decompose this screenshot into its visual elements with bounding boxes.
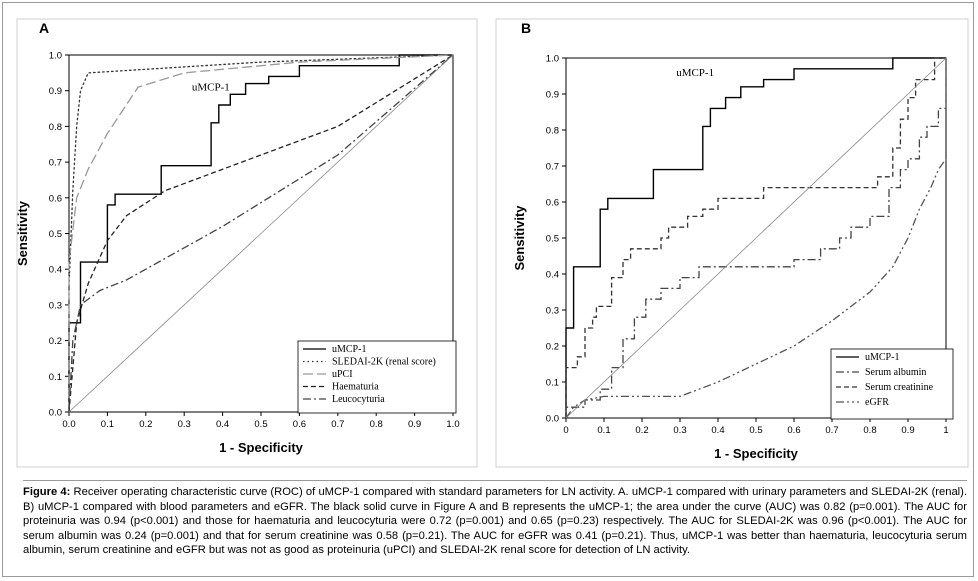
y-tick-label: 0.7 (546, 162, 559, 173)
legend-label: uMCP-1 (332, 344, 366, 355)
x-tick-label: 0.8 (370, 419, 383, 430)
y-tick-label: 0.4 (546, 270, 559, 281)
series-egfr (565, 158, 947, 419)
x-tick-label: 0 (563, 425, 568, 436)
y-tick-label: 0.2 (546, 342, 559, 353)
y-axis-label: Sensitivity (15, 200, 30, 266)
y-tick-label: 0.5 (49, 229, 62, 240)
x-tick-label: 0.1 (597, 425, 610, 436)
y-tick-label: 0.4 (49, 265, 62, 276)
legend-label: uPCI (332, 369, 353, 380)
x-tick-label: 0.4 (216, 419, 229, 430)
series-umcp-1 (565, 57, 946, 418)
x-tick-label: 0.3 (673, 425, 686, 436)
series-upci (68, 54, 454, 412)
panel-letter: A (39, 20, 49, 36)
caption-text: Receiver operating characteristic curve … (23, 486, 967, 557)
x-tick-label: 0.5 (749, 425, 762, 436)
x-tick-label: 0.9 (901, 425, 914, 436)
series-serum-albumin (565, 58, 947, 418)
x-tick-label: 0.2 (139, 419, 152, 430)
x-tick-label: 0.5 (254, 419, 267, 430)
legend-label: Leucocyturia (332, 394, 385, 405)
series-leucocyturia (68, 54, 454, 413)
y-tick-label: 1.0 (49, 51, 62, 62)
x-axis-label: 1 - Specificity (219, 440, 304, 455)
legend-label: Serum creatinine (865, 382, 934, 393)
x-tick-label: 0.3 (178, 419, 191, 430)
x-tick-label: 0.2 (635, 425, 648, 436)
y-tick-label: 0.8 (49, 122, 62, 133)
figure-caption: Figure 4: Receiver operating characteris… (23, 480, 967, 558)
chart-panel-b: B 0 0.1 0.2 0.3 0.4 0.5 0.6 0.7 0.8 0.9 1 0.0 0.1 0.2 0… (495, 18, 969, 468)
caption-label: Figure 4: (23, 486, 71, 498)
y-tick-label: 0.1 (546, 378, 559, 389)
legend-box (830, 348, 954, 420)
x-tick-label: 0.4 (711, 425, 724, 436)
y-axis-label: Sensitivity (512, 205, 527, 271)
series-serum-creatinine (565, 57, 946, 418)
figure-charts: A 0.0 0.1 0.2 0.3 0.4 0.5 0.6 0.7 0.8 0.9 1.0 0.0 0.1… (15, 18, 969, 468)
legend-label: Haematuria (332, 382, 379, 393)
x-tick-label: 0.7 (331, 419, 344, 430)
curve-annotation: uMCP-1 (192, 82, 230, 94)
y-tick-label: 0.0 (49, 408, 62, 419)
x-tick-label: 0.8 (863, 425, 876, 436)
y-tick-label: 0.8 (546, 126, 559, 137)
reference-line (68, 54, 454, 413)
x-tick-label: 0.6 (293, 419, 306, 430)
legend-label: SLEDAI-2K (renal score) (332, 357, 436, 368)
y-tick-label: 0.3 (546, 306, 559, 317)
legend-label: uMCP-1 (865, 352, 899, 363)
series-umcp-1 (68, 54, 453, 412)
y-tick-label: 0.9 (49, 86, 62, 97)
y-tick-label: 0.3 (49, 300, 62, 311)
y-tick-label: 0.7 (49, 158, 62, 169)
legend-label: Serum albumin (865, 367, 926, 378)
x-tick-label: 0.0 (62, 419, 75, 430)
y-tick-label: 0.6 (546, 198, 559, 209)
panel-letter: B (521, 20, 531, 36)
x-tick-label: 0.9 (408, 419, 421, 430)
reference-line (565, 57, 947, 419)
y-tick-label: 0.9 (546, 90, 559, 101)
curve-annotation: uMCP-1 (676, 67, 714, 79)
x-tick-label: 0.1 (101, 419, 114, 430)
legend: uMCP-1 SLEDAI-2K (renal score)uPCI Haematu… (297, 340, 457, 414)
y-tick-label: 0.6 (49, 193, 62, 204)
y-tick-label: 0.5 (546, 234, 559, 245)
y-tick-label: 0.1 (49, 372, 62, 383)
legend-label: eGFR (865, 397, 889, 408)
chart-panel-a: A 0.0 0.1 0.2 0.3 0.4 0.5 0.6 0.7 0.8 0.9 1.0 0.0 0.1… (15, 18, 478, 468)
x-tick-label: 1 (943, 425, 948, 436)
legend: uMCP-1 Serum albumin Serum creatinine eGFR (830, 348, 954, 420)
x-axis-label: 1 - Specificity (714, 446, 799, 461)
y-tick-label: 0.2 (49, 336, 62, 347)
y-tick-label: 0.0 (546, 414, 559, 425)
x-tick-label: 1.0 (446, 419, 459, 430)
legend-box (297, 340, 457, 414)
x-tick-label: 0.6 (787, 425, 800, 436)
x-tick-label: 0.7 (825, 425, 838, 436)
y-tick-label: 1.0 (546, 54, 559, 65)
series-haematuria (68, 54, 454, 413)
